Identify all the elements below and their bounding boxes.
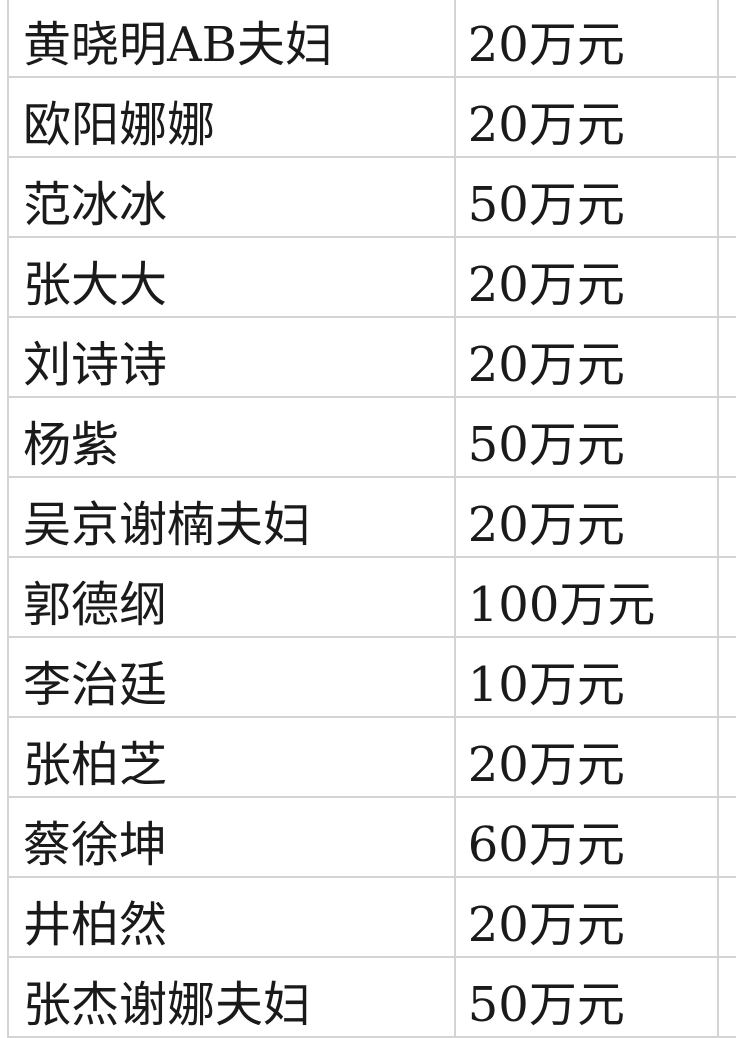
amount-cell[interactable]: 20万元 bbox=[453, 78, 718, 156]
empty-cell[interactable] bbox=[717, 638, 736, 716]
empty-cell[interactable] bbox=[717, 78, 736, 156]
table-row: 杨紫 50万元 bbox=[7, 398, 736, 478]
table-row: 黄晓明AB夫妇 20万元 bbox=[7, 0, 736, 78]
empty-cell[interactable] bbox=[717, 318, 736, 396]
table-row: 张柏芝 20万元 bbox=[7, 718, 736, 798]
amount-cell[interactable]: 20万元 bbox=[453, 878, 718, 956]
empty-cell[interactable] bbox=[717, 558, 736, 636]
table-row: 刘诗诗 20万元 bbox=[7, 318, 736, 398]
amount-cell[interactable]: 20万元 bbox=[453, 478, 718, 556]
empty-cell[interactable] bbox=[717, 718, 736, 796]
name-cell[interactable]: 范冰冰 bbox=[7, 158, 454, 236]
amount-cell[interactable]: 20万元 bbox=[453, 0, 718, 76]
name-cell[interactable]: 刘诗诗 bbox=[7, 318, 454, 396]
name-cell[interactable]: 李治廷 bbox=[7, 638, 454, 716]
name-cell[interactable]: 杨紫 bbox=[7, 398, 454, 476]
empty-cell[interactable] bbox=[717, 798, 736, 876]
empty-cell[interactable] bbox=[717, 958, 736, 1036]
spreadsheet-grid: 黄晓明AB夫妇 20万元 欧阳娜娜 20万元 范冰冰 50万元 张大大 20万元 刘诗诗 20万元… bbox=[7, 0, 736, 1038]
table-row: 张大大 20万元 bbox=[7, 238, 736, 318]
empty-cell[interactable] bbox=[717, 158, 736, 236]
table-row: 蔡徐坤 60万元 bbox=[7, 798, 736, 878]
empty-cell[interactable] bbox=[717, 478, 736, 556]
amount-cell[interactable]: 20万元 bbox=[453, 318, 718, 396]
name-cell[interactable]: 欧阳娜娜 bbox=[7, 78, 454, 156]
amount-cell[interactable]: 10万元 bbox=[453, 638, 718, 716]
amount-cell[interactable]: 100万元 bbox=[453, 558, 718, 636]
amount-cell[interactable]: 50万元 bbox=[453, 398, 718, 476]
name-cell[interactable]: 黄晓明AB夫妇 bbox=[7, 0, 454, 76]
table-row: 井柏然 20万元 bbox=[7, 878, 736, 958]
name-cell[interactable]: 井柏然 bbox=[7, 878, 454, 956]
amount-cell[interactable]: 20万元 bbox=[453, 238, 718, 316]
name-cell[interactable]: 吴京谢楠夫妇 bbox=[7, 478, 454, 556]
empty-cell[interactable] bbox=[717, 238, 736, 316]
table-row: 欧阳娜娜 20万元 bbox=[7, 78, 736, 158]
amount-cell[interactable]: 50万元 bbox=[453, 958, 718, 1036]
table-row: 李治廷 10万元 bbox=[7, 638, 736, 718]
empty-cell[interactable] bbox=[717, 878, 736, 956]
name-cell[interactable]: 张杰谢娜夫妇 bbox=[7, 958, 454, 1036]
amount-cell[interactable]: 20万元 bbox=[453, 718, 718, 796]
amount-cell[interactable]: 50万元 bbox=[453, 158, 718, 236]
table-row: 郭德纲 100万元 bbox=[7, 558, 736, 638]
name-cell[interactable]: 张柏芝 bbox=[7, 718, 454, 796]
empty-cell[interactable] bbox=[717, 398, 736, 476]
name-cell[interactable]: 郭德纲 bbox=[7, 558, 454, 636]
table-row: 吴京谢楠夫妇 20万元 bbox=[7, 478, 736, 558]
empty-cell[interactable] bbox=[717, 0, 736, 76]
name-cell[interactable]: 张大大 bbox=[7, 238, 454, 316]
amount-cell[interactable]: 60万元 bbox=[453, 798, 718, 876]
name-cell[interactable]: 蔡徐坤 bbox=[7, 798, 454, 876]
table-row: 范冰冰 50万元 bbox=[7, 158, 736, 238]
table-row: 张杰谢娜夫妇 50万元 bbox=[7, 958, 736, 1038]
